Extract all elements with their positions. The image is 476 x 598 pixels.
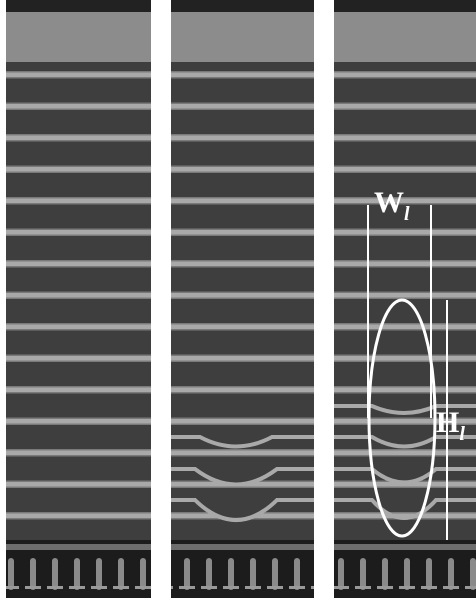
panel-left (6, 0, 151, 598)
micrograph-figure: Wl Hl (0, 0, 476, 598)
height-label-main: H (436, 406, 459, 439)
width-label-main: W (374, 186, 404, 219)
panel-middle (171, 0, 314, 598)
height-label-sub: l (459, 423, 465, 445)
width-label-sub: l (404, 203, 410, 225)
